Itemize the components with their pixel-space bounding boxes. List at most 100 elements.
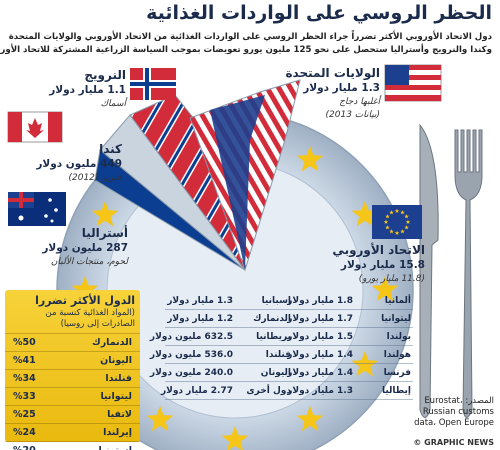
box-country: ليتوانيا xyxy=(100,391,132,402)
table-country: ليتوانيا xyxy=(381,313,411,324)
star xyxy=(383,219,389,224)
callout-name: كندا xyxy=(99,142,122,156)
callout-value: 1.1 مليار دولار xyxy=(49,84,126,96)
star xyxy=(91,201,119,227)
callout-note: أسماك xyxy=(100,99,126,109)
star xyxy=(296,146,324,172)
star xyxy=(389,210,394,215)
slice-australia xyxy=(94,149,246,271)
subtitle-line: وكندا والنرويج وأستراليا ستحصل على نحو 1… xyxy=(0,45,492,55)
callout-name: الولايات المتحدة xyxy=(285,66,380,80)
box-percent: %50 xyxy=(13,337,36,348)
callout-note: (11.8 مليار يورو) xyxy=(358,274,425,284)
box-row: إستونيا %20 xyxy=(5,441,140,450)
callout-note: خنزير (2012) xyxy=(68,173,122,183)
callout-note: (بيانات 2013) xyxy=(325,110,380,120)
most-affected-box: الدول الأكثر تضررا (المواد الغذائية كنسب… xyxy=(5,290,140,450)
box-country: اليونان xyxy=(100,355,132,366)
flag-australia xyxy=(8,192,66,226)
slice-us-canton xyxy=(210,95,265,270)
callout-note: أغلبها دجاج xyxy=(339,97,380,107)
table-country: إسبانيا xyxy=(261,295,291,306)
box-percent: %20 xyxy=(13,445,36,450)
box-row: لاتفيا %25 xyxy=(5,405,140,423)
star xyxy=(71,276,99,302)
star xyxy=(351,201,379,227)
table-row: هولندا 1.4 مليار دولار فنلندا 536.0 مليون د… xyxy=(149,346,413,364)
source: المصدر: Eurostat، Russian customs data، … xyxy=(414,396,494,428)
table-value: 240.0 مليون دولار xyxy=(149,367,233,378)
table-value: 2.77 مليار دولار xyxy=(160,385,233,396)
star xyxy=(400,210,405,215)
box-percent: %33 xyxy=(13,391,36,402)
star xyxy=(371,276,399,302)
star xyxy=(351,351,379,377)
box-title: الدول الأكثر تضررا xyxy=(35,294,135,307)
callout-name: أستراليا xyxy=(81,226,128,240)
table-country: فرنسا xyxy=(383,367,411,378)
table-country: الدنمارك xyxy=(253,313,291,324)
table-row: بولندا 1.5 مليار دولار بريطانيا 632.5 مليون… xyxy=(150,328,413,346)
table-row: ليتوانيا 1.7 مليار دولار الدنمارك 1.2 مليار… xyxy=(165,310,413,328)
box-percent: %24 xyxy=(13,427,36,438)
box-row: اليونان %41 xyxy=(5,351,140,369)
star xyxy=(221,426,249,450)
table-country: إيطاليا xyxy=(381,385,411,396)
table-country: بولندا xyxy=(386,331,411,342)
table-value: 1.4 مليار دولار xyxy=(287,349,353,360)
star xyxy=(394,230,400,235)
table-value: 536.0 مليون دولار xyxy=(149,349,233,360)
callout: أستراليا 287 مليون دولار لحوم، منتجات الأل… xyxy=(28,226,128,269)
title: الحظر الروسي على الواردات الغذائية xyxy=(146,2,492,24)
table-row: ألمانيا 1.8 مليار دولار إسبانيا 1.3 مليار د… xyxy=(165,292,413,310)
box-percent: %41 xyxy=(13,355,36,366)
box-subtitle: (المواد الغذائية كنسبة من الصادرات إلى ر… xyxy=(45,308,135,329)
box-country: إستونيا xyxy=(99,445,132,450)
box-country: إيرلندا xyxy=(103,427,132,438)
table-value: 1.5 مليار دولار xyxy=(287,331,353,342)
table-country: ألمانيا xyxy=(384,295,411,306)
fork xyxy=(454,129,483,418)
flag-norway xyxy=(130,68,176,100)
star xyxy=(405,219,411,224)
table-value: 1.4 مليار دولار xyxy=(287,367,353,378)
callout-name: الاتحاد الأوروبي xyxy=(332,243,425,257)
table-country: دول أخرى xyxy=(246,385,291,396)
box-percent: %25 xyxy=(13,409,36,420)
box-country: الدنمارك xyxy=(92,337,132,348)
callout: الاتحاد الأوروبي 15.8 مليار دولار (11.8 مل… xyxy=(285,243,425,286)
star xyxy=(385,214,390,219)
subtitle: دول الاتحاد الأوروبي الأكثر تضرراً جراء … xyxy=(0,31,492,57)
callout-value: 449 مليون دولار xyxy=(36,158,122,170)
table-country: فنلندا xyxy=(265,349,291,360)
table-value: 1.2 مليار دولار xyxy=(167,313,233,324)
star xyxy=(146,405,174,432)
star xyxy=(404,225,409,230)
flag-eu xyxy=(372,205,422,239)
callout-value: 1.3 مليار دولار xyxy=(303,82,380,94)
table-value: 1.7 مليار دولار xyxy=(287,313,353,324)
callout: الولايات المتحدة 1.3 مليار دولار أغلبها دج… xyxy=(262,66,380,122)
flag-us xyxy=(384,64,442,102)
table-row: إيطاليا 1.3 مليار دولار دول أخرى 2.77 مليار… xyxy=(160,382,413,400)
country-table: ألمانيا 1.8 مليار دولار إسبانيا 1.3 مليار د… xyxy=(149,292,413,400)
box-rows: الدنمارك %50 اليونان %41 فنلندا %34 ليتوانيا %3… xyxy=(5,333,140,450)
knife xyxy=(419,123,439,418)
box-row: فنلندا %34 xyxy=(5,369,140,387)
subtitle-line: دول الاتحاد الأوروبي الأكثر تضرراً جراء … xyxy=(8,32,492,42)
callout: النرويج 1.1 مليار دولار أسماك xyxy=(40,68,126,111)
box-row: ليتوانيا %33 xyxy=(5,387,140,405)
star xyxy=(385,225,390,230)
box-row: الدنمارك %50 xyxy=(5,333,140,351)
box-country: فنلندا xyxy=(105,373,132,384)
table-value: 1.8 مليار دولار xyxy=(287,295,353,306)
flag-canada xyxy=(7,111,63,143)
star xyxy=(394,208,400,213)
callout-note: لحوم، منتجات الألبان xyxy=(50,257,128,267)
table-value: 1.3 مليار دولار xyxy=(287,385,353,396)
credit: © GRAPHIC NEWS xyxy=(413,438,494,447)
callout-name: النرويج xyxy=(84,68,126,82)
box-percent: %34 xyxy=(13,373,36,384)
